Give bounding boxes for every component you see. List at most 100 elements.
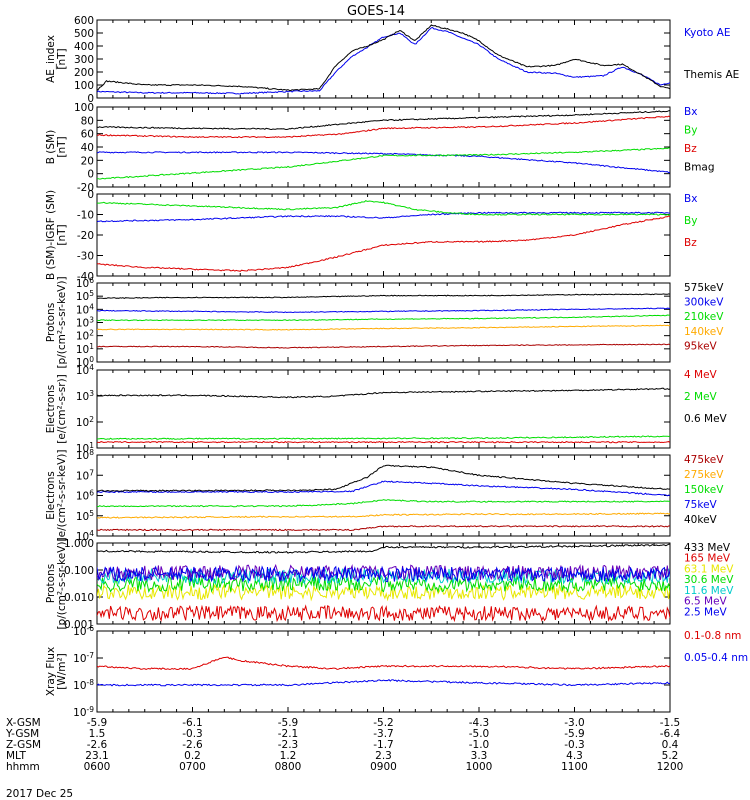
y-tick-label: 105 bbox=[76, 289, 94, 303]
panel-frame bbox=[96, 19, 671, 99]
series-group bbox=[97, 110, 670, 180]
series-line-433-mev bbox=[97, 543, 670, 554]
panel-7: 0.001 0.010 0.100 1.000Protons[p/(cm²-s-sr-… bbox=[45, 537, 734, 631]
panel-frame bbox=[96, 630, 671, 713]
series-line-bz bbox=[97, 215, 670, 272]
legend-label-by: By bbox=[684, 125, 697, 137]
y-tick-label: 200 bbox=[74, 67, 94, 79]
legend-label-themis-ae: Themis AE bbox=[683, 69, 739, 81]
y-tick-label: 105 bbox=[76, 509, 94, 523]
ephemeris-footer: X-GSM -5.9 -6.1 -5.9 -5.2 -4.3 -3.0 -1.5 Y-GSM 1.… bbox=[5, 717, 683, 773]
panel-frame bbox=[96, 193, 671, 277]
legend-label-2-mev: 2 MeV bbox=[684, 391, 718, 403]
legend-label-140kev: 140keV bbox=[684, 326, 724, 338]
footer-row-label: MLT bbox=[6, 750, 26, 762]
y-tick-label: 108 bbox=[76, 448, 94, 462]
legend-label-0-05-0-4-nm: 0.05-0.4 nm bbox=[684, 652, 748, 664]
y-tick-label: 1.000 bbox=[64, 538, 94, 550]
y-tick-label: 106 bbox=[76, 276, 94, 290]
series-line-by bbox=[97, 199, 670, 216]
series-line-150kev bbox=[97, 499, 670, 508]
footer-value: 23.1 bbox=[85, 750, 108, 762]
y-tick-label: 100 bbox=[74, 80, 94, 92]
y-tick-label: 20 bbox=[81, 155, 94, 167]
legend-label-475kev: 475keV bbox=[684, 454, 724, 466]
y-axis-label: Protons[p/(cm²-s-sr-keV)] bbox=[45, 537, 68, 629]
legend-label-by: By bbox=[684, 215, 697, 227]
y-tick-label: -20 bbox=[77, 182, 94, 194]
panel-frame bbox=[96, 369, 671, 449]
y-tick-label: 107 bbox=[76, 468, 94, 482]
footer-value: -6.1 bbox=[182, 717, 203, 729]
series-line-4-mev bbox=[97, 440, 670, 444]
legend-label-bz: Bz bbox=[684, 143, 697, 155]
series-line-themis-ae bbox=[97, 24, 670, 92]
footer-value: 1100 bbox=[561, 761, 588, 773]
y-tick-label: -20 bbox=[77, 230, 94, 242]
legend-label-300kev: 300keV bbox=[684, 297, 724, 309]
legend-label-kyoto-ae: Kyoto AE bbox=[684, 27, 730, 39]
series-line-kyoto-ae bbox=[97, 26, 670, 95]
legend-label-575kev: 575keV bbox=[684, 282, 724, 294]
footer-value: 0600 bbox=[84, 761, 111, 773]
series-group bbox=[97, 199, 670, 272]
series-group bbox=[97, 543, 670, 623]
footer-value: -2.6 bbox=[182, 739, 203, 751]
legend-label-95kev: 95keV bbox=[684, 340, 718, 352]
y-tick-label: 0.100 bbox=[64, 565, 94, 577]
footer-value: 1200 bbox=[657, 761, 684, 773]
y-tick-label: 400 bbox=[74, 41, 94, 53]
y-tick-label: 102 bbox=[76, 329, 94, 343]
y-tick-label: 600 bbox=[74, 15, 94, 27]
footer-value: 0700 bbox=[179, 761, 206, 773]
legend-label-6-5-mev: 6.5 MeV bbox=[684, 596, 728, 608]
footer-value: 1.5 bbox=[89, 728, 106, 740]
y-axis-label: Protons[p/(cm²-s-sr-keV)] bbox=[45, 276, 68, 368]
series-line-75kev bbox=[97, 480, 670, 497]
legend-label-165-mev: 165 MeV bbox=[684, 553, 731, 565]
legend-label-75kev: 75keV bbox=[684, 499, 718, 511]
footer-value: -5.9 bbox=[87, 717, 108, 729]
y-tick-label: 0 bbox=[87, 169, 94, 181]
date-label: 2017 Dec 25 bbox=[6, 788, 73, 800]
legend-label-40kev: 40keV bbox=[684, 514, 718, 526]
series-line-bz bbox=[97, 115, 670, 139]
series-line-bx bbox=[97, 211, 670, 223]
y-tick-label: 0.001 bbox=[64, 619, 94, 631]
y-tick-label: -10 bbox=[77, 210, 94, 222]
series-line-95kev bbox=[97, 343, 670, 349]
legend-label-4-mev: 4 MeV bbox=[684, 369, 718, 381]
y-tick-label: 102 bbox=[76, 415, 94, 429]
panel-3: -40 -30 -20 -10 0 B (SM)-IGRF (SM)[nT] Bx By Bz bbox=[45, 189, 697, 283]
y-tick-label: 40 bbox=[81, 142, 94, 154]
series-line-2-5-mev bbox=[97, 565, 670, 584]
y-tick-label: 10-6 bbox=[73, 624, 94, 638]
series-line-0-6-mev bbox=[97, 387, 670, 399]
footer-value: -5.9 bbox=[564, 728, 585, 740]
y-axis-label: AE_index[nT] bbox=[45, 35, 68, 83]
y-tick-label: 106 bbox=[76, 489, 94, 503]
legend-label-11-6-mev: 11.6 MeV bbox=[684, 585, 734, 597]
legend-label-275kev: 275keV bbox=[684, 469, 724, 481]
y-tick-label: 104 bbox=[76, 363, 94, 377]
y-tick-label: 0.010 bbox=[64, 592, 94, 604]
series-line-0-05-0-4-nm bbox=[97, 679, 670, 687]
footer-value: -5.9 bbox=[278, 717, 299, 729]
footer-value: 0.4 bbox=[662, 739, 679, 751]
legend-label-bx: Bx bbox=[684, 106, 697, 118]
footer-value: -3.0 bbox=[564, 717, 585, 729]
panel-4: 100101102103104105106Protons[p/(cm²-s-sr… bbox=[45, 276, 724, 369]
footer-value: -2.3 bbox=[278, 739, 299, 751]
y-axis-label: B (SM)[nT] bbox=[45, 130, 68, 164]
footer-value: -0.3 bbox=[564, 739, 585, 751]
y-axis-label: Electrons[e/(cm²-s-sr-keV)] bbox=[45, 450, 68, 542]
footer-value: 1000 bbox=[466, 761, 493, 773]
legend-label-30-6-mev: 30.6 MeV bbox=[684, 574, 734, 586]
footer-value: -5.0 bbox=[469, 728, 490, 740]
y-axis-label: Electrons[e/(cm²-s-sr)] bbox=[45, 374, 68, 443]
footer-value: 1.2 bbox=[280, 750, 297, 762]
